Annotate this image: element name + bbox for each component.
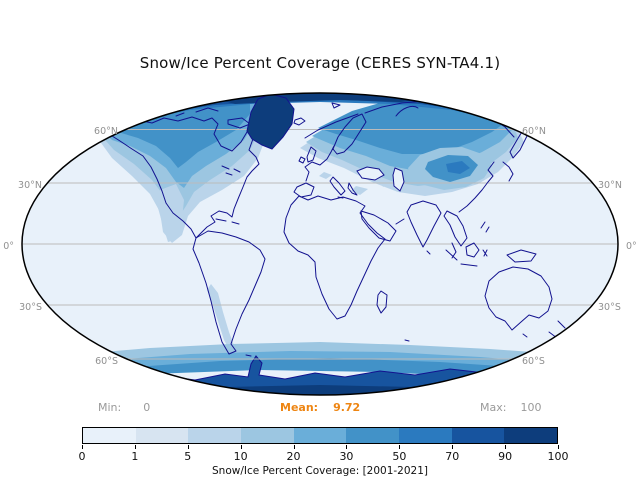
lat-label-0-right: 0° (626, 241, 637, 252)
max-value: 100 (520, 401, 542, 414)
lat-label-30s-left: 30°S (19, 302, 42, 313)
latitude-labels: 60°N 30°N 0° 30°S 60°S 60°N 30°N 0° 30°S… (3, 126, 637, 367)
lat-label-60s-left: 60°S (95, 356, 118, 367)
lat-label-30n-left: 30°N (18, 180, 42, 191)
great-lakes (221, 165, 241, 176)
antarctica-interior-dark (40, 385, 600, 395)
colorbar-segment (451, 428, 505, 443)
mean-label: Mean: (280, 401, 319, 414)
greenland (246, 93, 295, 150)
coastline-europe (293, 113, 367, 199)
colorbar-segment (83, 428, 136, 443)
stat-min: Min: 0 (98, 401, 150, 414)
tick-label: 5 (184, 450, 192, 463)
lat-label-0-left: 0° (3, 241, 14, 252)
novaya-zemlya (395, 105, 419, 117)
stats-row: Min: 0 Mean: 9.72 Max: 100 (0, 401, 640, 415)
colorbar-segment (241, 428, 294, 443)
coastline-north-america (104, 116, 260, 239)
stat-mean: Mean: 9.72 (280, 401, 360, 414)
coastline-arctic-islands (175, 107, 251, 129)
lat-label-60n-right: 60°N (522, 126, 546, 137)
colorbar-tickmarks (82, 445, 559, 449)
tick-label: 90 (498, 450, 513, 463)
chart-title: Snow/Ice Percent Coverage (CERES SYN-TA4… (139, 54, 501, 72)
snow-region-andes (207, 284, 235, 353)
tick-label: 1 (131, 450, 139, 463)
lat-label-30n-right: 30°N (598, 180, 622, 191)
tick-label: 20 (286, 450, 301, 463)
colorbar-segment (504, 428, 558, 443)
colorbar (82, 427, 558, 444)
colorbar-segment (135, 428, 189, 443)
madagascar (376, 290, 388, 314)
colorbar-segment (293, 428, 347, 443)
lat-label-30s-right: 30°S (598, 302, 621, 313)
colorbar-segment (399, 428, 452, 443)
colorbar-segment (188, 428, 242, 443)
tick-label: 0 (78, 450, 86, 463)
iceland (293, 117, 306, 126)
coastline-africa (283, 195, 386, 320)
lat-label-60s-right: 60°S (522, 356, 545, 367)
world-map: 60°N 30°N 0° 30°S 60°S 60°N 30°N 0° 30°S… (3, 92, 637, 396)
colorbar-tick-labels: 0 1 5 10 20 30 50 70 90 100 (78, 450, 569, 463)
caspian-sea (392, 167, 405, 192)
map-outline (21, 92, 619, 396)
tick-label: 30 (339, 450, 354, 463)
min-label: Min: (98, 401, 122, 414)
snow-region-tibet (408, 147, 492, 190)
coastline-south-america (192, 218, 266, 357)
black-sea (356, 166, 385, 181)
lat-label-60n-left: 60°N (94, 126, 118, 137)
stat-max: Max: 100 (480, 401, 541, 414)
svalbard (331, 102, 341, 109)
tick-label: 100 (547, 450, 569, 463)
tick-label: 50 (392, 450, 407, 463)
max-label: Max: (480, 401, 507, 414)
colorbar-segment (346, 428, 400, 443)
min-value: 0 (143, 401, 151, 414)
coastline-oceania (404, 221, 566, 342)
tick-label: 10 (233, 450, 248, 463)
map-svg: 60°N 30°N 0° 30°S 60°S 60°N 30°N 0° 30°S… (3, 92, 637, 396)
colorbar-axis-label: Snow/Ice Percent Coverage: [2001-2021] (212, 465, 428, 477)
tick-label: 70 (445, 450, 460, 463)
mean-value: 9.72 (333, 401, 361, 414)
